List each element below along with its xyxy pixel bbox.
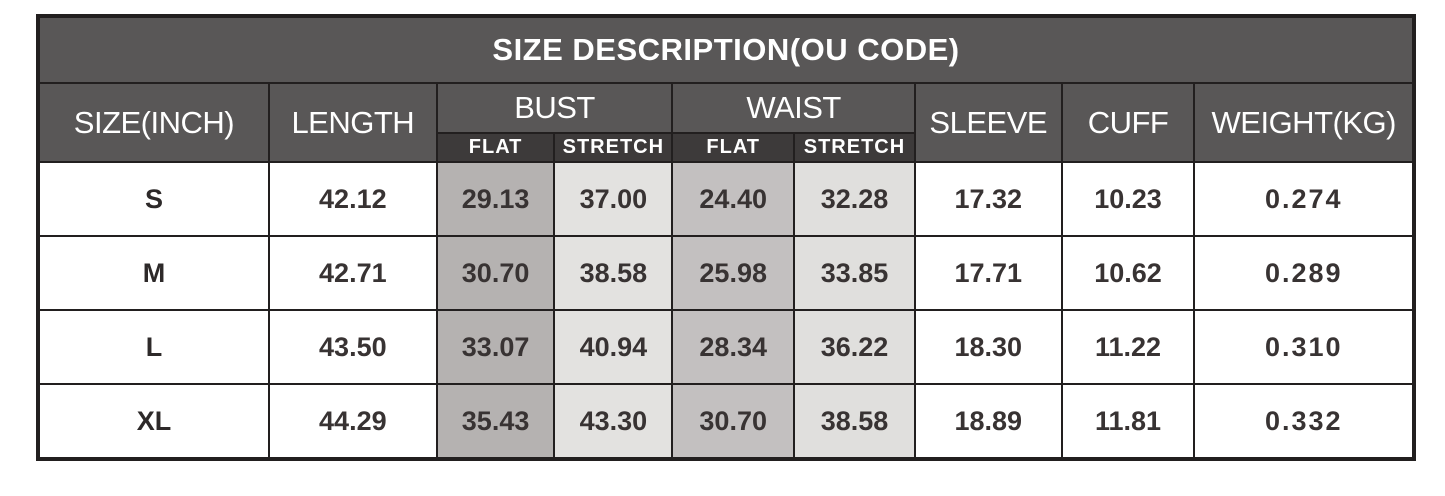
subheader-bust-flat: FLAT [435,132,556,163]
cell-weight: 0.332 [1193,383,1415,460]
cell-waist-stretch: 33.85 [793,235,916,311]
column-header-sleeve: SLEEVE [913,82,1063,163]
cell-bust-stretch: 38.58 [553,235,674,311]
cell-cuff: 10.62 [1060,235,1196,311]
table-body: S 42.12 29.13 37.00 24.40 32.28 17.32 10.23 0.27… [37,161,1415,460]
cell-bust-stretch: 37.00 [553,161,674,237]
column-header-length: LENGTH [267,82,438,163]
subheader-waist-stretch: STRETCH [793,132,916,163]
header-row: SIZE(INCH) LENGTH BUST WAIST SLEEVE CUFF… [37,82,1415,163]
table-title: SIZE DESCRIPTION(OU CODE) [37,15,1415,84]
cell-bust-flat: 35.43 [435,383,556,460]
column-header-bust: BUST [435,82,674,134]
size-description-table: SIZE DESCRIPTION(OU CODE) SIZE(INCH) LEN… [36,14,1416,461]
cell-waist-stretch: 32.28 [793,161,916,237]
cell-length: 43.50 [267,309,438,385]
cell-cuff: 11.22 [1060,309,1196,385]
cell-waist-flat: 28.34 [671,309,796,385]
cell-weight: 0.310 [1193,309,1415,385]
table-row: M 42.71 30.70 38.58 25.98 33.85 17.71 10.62 0.28… [37,235,1415,311]
cell-sleeve: 17.71 [913,235,1063,311]
cell-weight: 0.289 [1193,235,1415,311]
column-header-waist: WAIST [671,82,916,134]
cell-length: 42.12 [267,161,438,237]
cell-bust-flat: 29.13 [435,161,556,237]
cell-size: M [37,235,270,311]
cell-weight: 0.274 [1193,161,1415,237]
cell-sleeve: 18.30 [913,309,1063,385]
subheader-bust-stretch: STRETCH [553,132,674,163]
column-header-weight: WEIGHT(KG) [1193,82,1415,163]
cell-length: 44.29 [267,383,438,460]
cell-sleeve: 17.32 [913,161,1063,237]
cell-waist-stretch: 36.22 [793,309,916,385]
cell-size: XL [37,383,270,460]
cell-sleeve: 18.89 [913,383,1063,460]
cell-waist-flat: 25.98 [671,235,796,311]
title-row: SIZE DESCRIPTION(OU CODE) [37,15,1415,84]
cell-size: S [37,161,270,237]
cell-bust-flat: 33.07 [435,309,556,385]
column-header-size: SIZE(INCH) [37,82,270,163]
table-row: S 42.12 29.13 37.00 24.40 32.28 17.32 10.23 0.27… [37,161,1415,237]
cell-cuff: 11.81 [1060,383,1196,460]
cell-waist-flat: 24.40 [671,161,796,237]
cell-bust-stretch: 40.94 [553,309,674,385]
cell-length: 42.71 [267,235,438,311]
cell-size: L [37,309,270,385]
table-row: XL 44.29 35.43 43.30 30.70 38.58 18.89 11.81 0.3… [37,383,1415,460]
subheader-row: FLAT STRETCH FLAT STRETCH [38,132,1414,163]
cell-waist-flat: 30.70 [671,383,796,460]
cell-cuff: 10.23 [1060,161,1196,237]
column-header-cuff: CUFF [1060,82,1196,163]
cell-waist-stretch: 38.58 [793,383,916,460]
table-row: L 43.50 33.07 40.94 28.34 36.22 18.30 11.22 0.31… [37,309,1415,385]
cell-bust-stretch: 43.30 [553,383,674,460]
subheader-waist-flat: FLAT [671,132,796,163]
cell-bust-flat: 30.70 [435,235,556,311]
